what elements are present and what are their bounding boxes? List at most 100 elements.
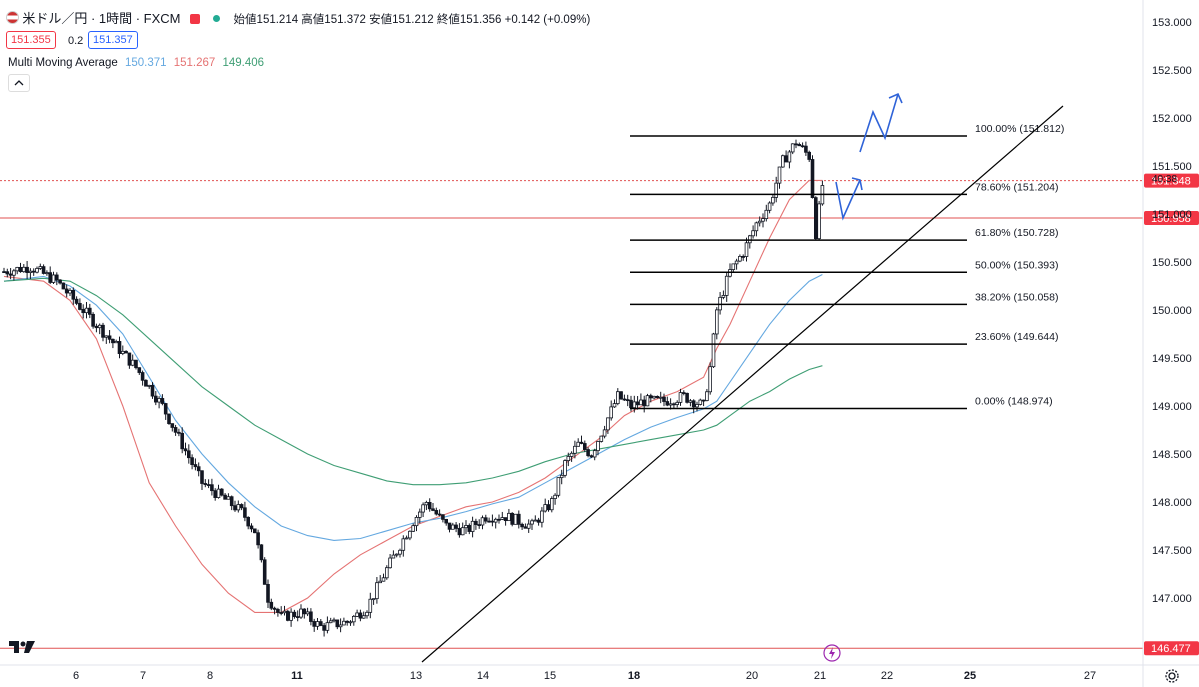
candle xyxy=(229,495,234,511)
candle-body xyxy=(279,612,283,614)
small-arrow-head xyxy=(851,177,863,191)
candle-body xyxy=(724,275,729,296)
candle xyxy=(91,312,95,329)
candle-body xyxy=(365,611,369,617)
candle-body xyxy=(249,525,254,530)
candle xyxy=(295,610,300,622)
candle xyxy=(391,550,396,559)
candle xyxy=(68,288,72,296)
candle xyxy=(269,598,274,611)
candle-body xyxy=(685,392,689,403)
candle xyxy=(256,529,260,549)
spread-value: 0.2 xyxy=(68,35,84,47)
candle-body xyxy=(757,220,762,224)
candle-body xyxy=(493,518,498,523)
candle-body xyxy=(483,517,488,522)
candle xyxy=(711,332,716,368)
candle xyxy=(421,502,425,518)
candle-body xyxy=(579,441,584,444)
candle xyxy=(441,514,445,523)
candle-body xyxy=(672,403,676,406)
candle-body xyxy=(325,622,330,631)
candle xyxy=(150,382,155,399)
candle xyxy=(15,266,20,275)
candle-body xyxy=(642,399,646,407)
candle-body xyxy=(800,145,805,148)
candle xyxy=(540,507,544,528)
candle xyxy=(800,142,805,148)
candle xyxy=(731,263,736,272)
candle-body xyxy=(807,151,811,160)
candle xyxy=(672,402,676,409)
candle-body xyxy=(114,341,119,344)
candle xyxy=(728,263,732,278)
candle-body xyxy=(444,518,448,524)
candle xyxy=(569,451,574,462)
candle xyxy=(157,396,161,409)
bid-price-button[interactable]: 151.355 xyxy=(6,31,56,49)
candle-body xyxy=(322,625,326,631)
time-tick-label: 8 xyxy=(207,670,213,682)
candle-body xyxy=(394,553,399,556)
candle xyxy=(302,608,307,619)
lightning-icon[interactable] xyxy=(823,644,841,662)
candle xyxy=(134,359,138,370)
price-tick-label: 153.000 xyxy=(1152,17,1192,29)
candle xyxy=(543,498,547,513)
candle xyxy=(814,196,818,241)
candle-body xyxy=(285,610,290,621)
time-tick-label: 20 xyxy=(746,670,758,682)
candle xyxy=(28,268,33,280)
candle xyxy=(35,266,39,274)
candle xyxy=(576,438,580,447)
candle-body xyxy=(715,309,719,335)
candle xyxy=(761,213,765,228)
candle-body xyxy=(616,391,620,404)
candle xyxy=(167,413,171,425)
collapse-legend-button[interactable] xyxy=(8,74,30,92)
candle xyxy=(566,452,571,467)
candle xyxy=(262,557,267,585)
candle xyxy=(774,176,778,203)
large-projection-arrow xyxy=(859,93,899,153)
candle xyxy=(173,424,178,436)
candle xyxy=(609,400,613,421)
fib-level-label: 23.60% (149.644) xyxy=(975,331,1058,343)
symbol-header[interactable]: 米ドル／円 · 1時間 · FXCM 始値151.214 高値151.372 安… xyxy=(6,8,590,27)
candle xyxy=(213,488,218,501)
candle-body xyxy=(21,266,26,273)
candle xyxy=(160,394,165,406)
candle-body xyxy=(817,203,821,240)
candle xyxy=(583,440,587,453)
price-level-tag xyxy=(1144,211,1199,226)
candle-body xyxy=(68,289,72,294)
settings-gear-icon[interactable] xyxy=(1164,668,1180,684)
candle-body xyxy=(503,517,508,522)
candle-body xyxy=(705,391,709,401)
candle-body xyxy=(375,582,379,600)
candle-body xyxy=(229,496,234,507)
fib-level-label: 50.00% (150.393) xyxy=(975,259,1058,271)
candle-body xyxy=(645,395,650,407)
indicator-legend[interactable]: Multi Moving Average 150.371 151.267 149… xyxy=(8,57,264,69)
candle-body xyxy=(675,401,679,405)
candle xyxy=(450,522,455,530)
candle xyxy=(427,498,432,512)
time-tick-label: 15 xyxy=(544,670,556,682)
candle xyxy=(483,514,488,524)
candle xyxy=(523,523,528,529)
candle-body xyxy=(190,457,194,465)
candle xyxy=(107,330,112,344)
candle-body xyxy=(342,620,346,626)
candle xyxy=(233,500,237,512)
candle xyxy=(606,417,610,434)
ask-price-button[interactable]: 151.357 xyxy=(88,31,138,49)
candle xyxy=(457,523,462,538)
fib-level-label: 0.00% (148.974) xyxy=(975,395,1053,407)
candle xyxy=(751,225,755,239)
price-tick-label: 151.000 xyxy=(1152,209,1192,221)
candle xyxy=(460,522,465,536)
candle xyxy=(599,435,604,443)
